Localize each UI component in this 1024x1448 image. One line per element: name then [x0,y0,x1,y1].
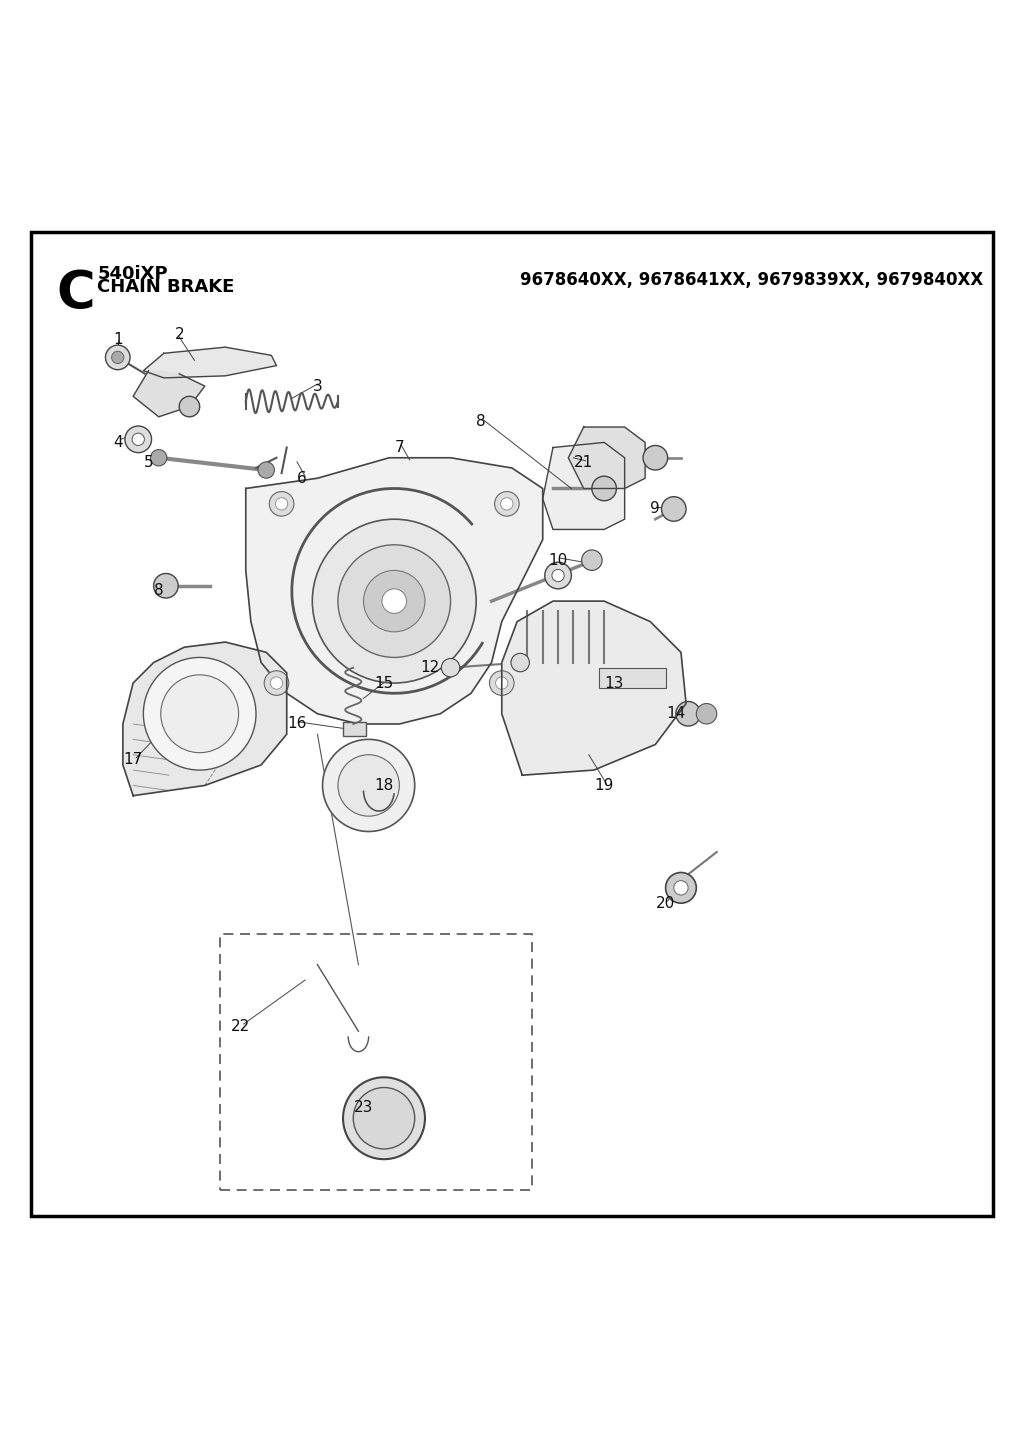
Circle shape [641,672,653,683]
Text: 19: 19 [595,778,613,794]
Bar [343,723,366,736]
Circle shape [264,670,289,695]
Circle shape [338,544,451,657]
Circle shape [275,498,288,510]
Text: 5: 5 [143,455,154,471]
Circle shape [258,462,274,478]
Circle shape [353,1087,415,1148]
Text: 15: 15 [375,676,393,691]
Text: 6: 6 [297,471,307,485]
Text: 540iXP: 540iXP [97,265,168,284]
Text: 1: 1 [113,333,123,348]
Text: 13: 13 [605,676,624,691]
Bar [599,668,666,688]
Circle shape [323,740,415,831]
Polygon shape [246,458,543,724]
Circle shape [382,589,407,614]
Circle shape [112,352,124,363]
Text: 20: 20 [656,896,675,911]
Circle shape [161,675,239,753]
Circle shape [643,446,668,471]
Circle shape [511,653,529,672]
Text: 3: 3 [312,378,323,394]
Circle shape [582,550,602,571]
Circle shape [621,672,633,683]
Polygon shape [568,427,645,488]
Text: 16: 16 [288,717,306,731]
Circle shape [552,569,564,582]
Text: 4: 4 [113,434,123,450]
Text: 8: 8 [154,584,164,598]
Bar [220,934,532,1190]
Text: 14: 14 [667,707,685,721]
Polygon shape [143,348,276,378]
Circle shape [179,397,200,417]
Circle shape [545,562,571,589]
Circle shape [105,345,130,369]
Text: C: C [56,268,95,320]
Text: 12: 12 [421,660,439,675]
Circle shape [338,754,399,817]
Text: 21: 21 [574,455,593,471]
Polygon shape [543,443,625,530]
Circle shape [501,498,513,510]
Circle shape [132,433,144,446]
Circle shape [600,672,612,683]
Text: 22: 22 [231,1018,250,1034]
Circle shape [154,573,178,598]
Text: 23: 23 [354,1100,373,1115]
Polygon shape [133,371,205,417]
Circle shape [676,701,700,725]
Circle shape [269,491,294,515]
Text: 2: 2 [174,327,184,342]
Circle shape [125,426,152,453]
Text: 18: 18 [375,778,393,794]
Circle shape [496,676,508,689]
Circle shape [270,676,283,689]
Circle shape [143,657,256,770]
Circle shape [674,880,688,895]
Circle shape [592,476,616,501]
Circle shape [312,520,476,683]
Text: 9: 9 [650,501,660,517]
Text: 7: 7 [394,440,404,455]
Circle shape [489,670,514,695]
Circle shape [666,873,696,904]
Text: 10: 10 [549,553,567,568]
Circle shape [662,497,686,521]
Circle shape [364,571,425,631]
Text: CHAIN BRAKE: CHAIN BRAKE [97,278,234,295]
Circle shape [495,491,519,515]
Text: 9678640XX, 9678641XX, 9679839XX, 9679840XX: 9678640XX, 9678641XX, 9679839XX, 9679840… [520,271,983,290]
Circle shape [610,672,623,683]
Text: 17: 17 [124,753,142,767]
Circle shape [651,672,664,683]
Circle shape [696,704,717,724]
Polygon shape [123,641,287,796]
Circle shape [151,449,167,466]
Text: 8: 8 [476,414,486,430]
Circle shape [631,672,643,683]
Circle shape [441,659,460,676]
Polygon shape [502,601,686,775]
Circle shape [343,1077,425,1160]
